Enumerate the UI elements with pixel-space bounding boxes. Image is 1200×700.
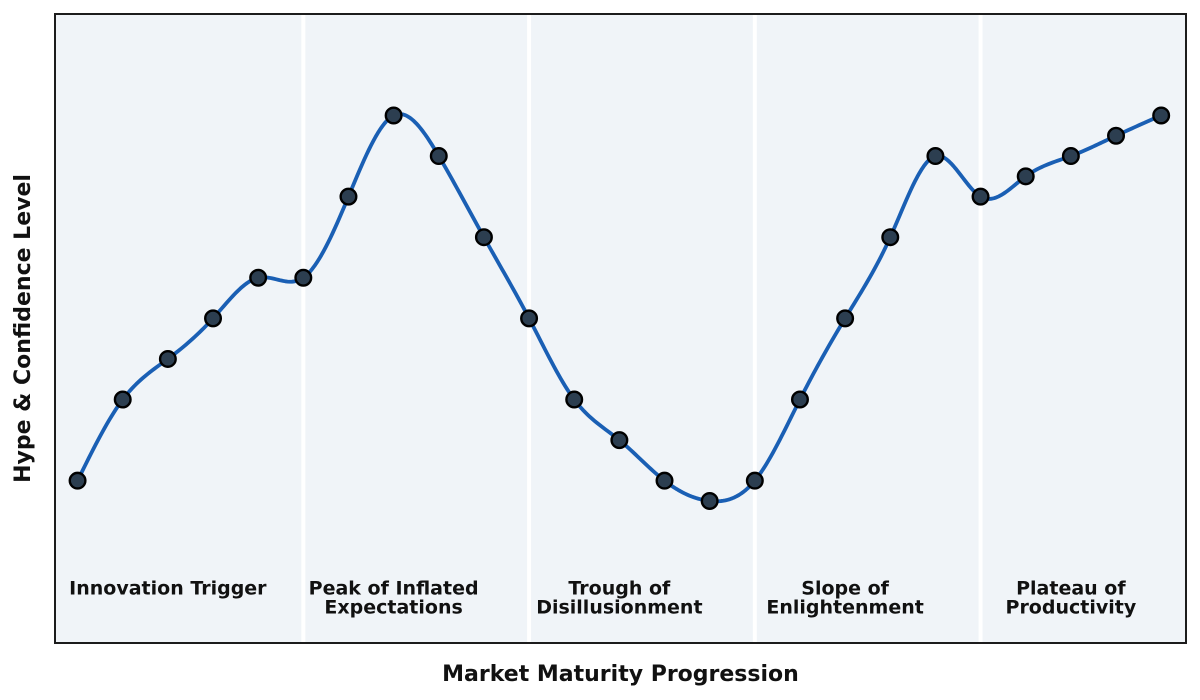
data-point-marker bbox=[836, 309, 855, 328]
data-point-marker bbox=[1061, 147, 1080, 166]
data-point-marker bbox=[384, 106, 403, 125]
data-point-marker bbox=[610, 431, 629, 450]
phase-label: Innovation Trigger bbox=[69, 577, 267, 599]
data-point-marker bbox=[971, 187, 990, 206]
data-point-marker bbox=[294, 268, 313, 287]
data-point-marker bbox=[249, 268, 268, 287]
phase-label: Trough of Disillusionment bbox=[536, 577, 702, 618]
data-point-marker bbox=[1107, 126, 1126, 145]
data-point-marker bbox=[158, 349, 177, 368]
data-point-marker bbox=[926, 147, 945, 166]
y-axis-label: Hype & Confidence Level bbox=[11, 174, 36, 483]
x-axis-label: Market Maturity Progression bbox=[442, 662, 799, 687]
phase-labels-group: Innovation Trigger Peak of Inflated Expect… bbox=[69, 577, 1137, 618]
data-point-marker bbox=[565, 390, 584, 409]
data-point-marker bbox=[881, 228, 900, 247]
data-point-marker bbox=[339, 187, 358, 206]
data-point-marker bbox=[1016, 167, 1035, 186]
phase-label: Peak of Inflated Expectations bbox=[309, 577, 479, 618]
phase-separators bbox=[301, 15, 983, 642]
data-point-marker bbox=[429, 147, 448, 166]
data-point-marker bbox=[1152, 106, 1171, 125]
data-point-marker bbox=[113, 390, 132, 409]
data-point-marker bbox=[700, 491, 719, 510]
data-point-marker bbox=[790, 390, 809, 409]
data-point-marker bbox=[68, 471, 87, 490]
data-point-marker bbox=[474, 228, 493, 247]
data-point-marker bbox=[745, 471, 764, 490]
data-point-marker bbox=[655, 471, 674, 490]
plot-background bbox=[55, 14, 1186, 643]
data-point-marker bbox=[204, 309, 223, 328]
data-point-marker bbox=[520, 309, 539, 328]
phase-label: Plateau of Productivity bbox=[1006, 577, 1137, 618]
phase-label: Slope of Enlightenment bbox=[766, 577, 923, 618]
plot-frame bbox=[54, 13, 1187, 644]
data-point-markers bbox=[68, 106, 1171, 510]
